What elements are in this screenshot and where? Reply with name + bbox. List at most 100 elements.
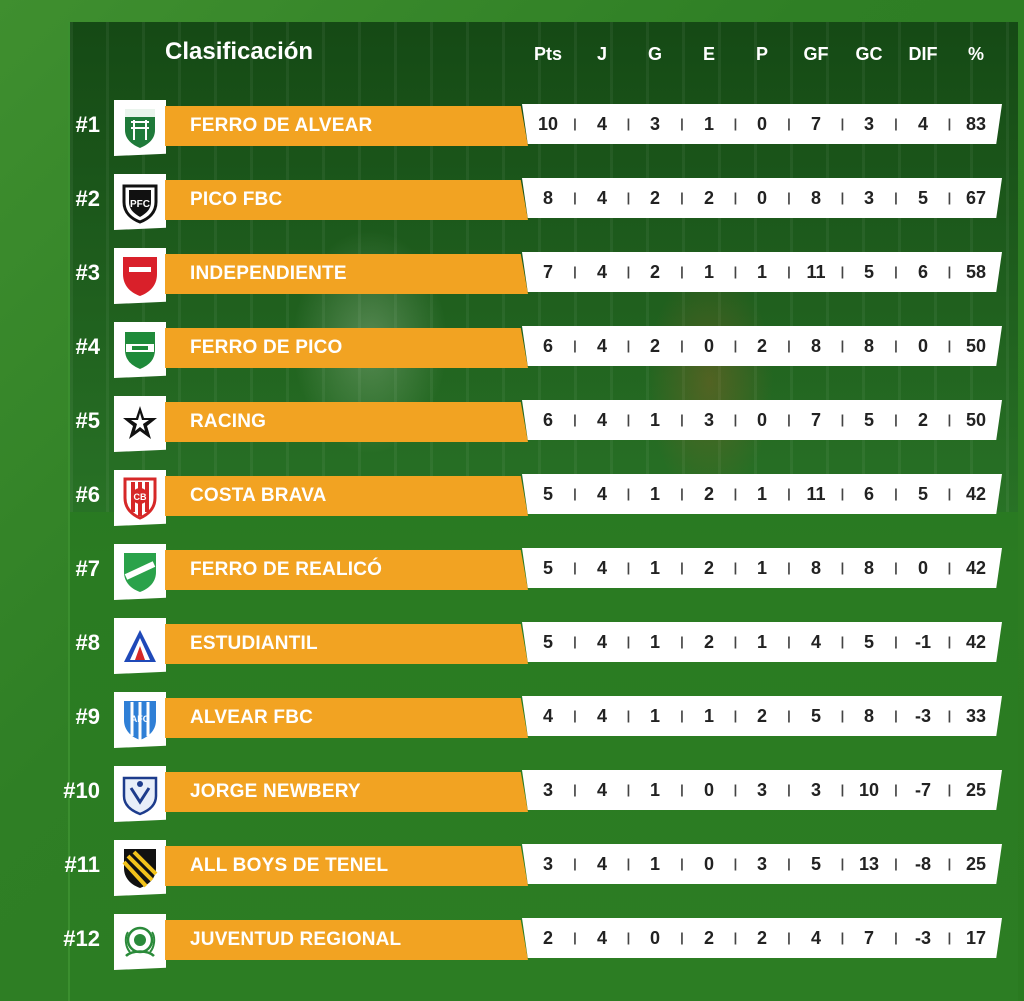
team-name-bar xyxy=(165,550,528,590)
stat-separator: | xyxy=(733,856,738,871)
stat-g: 1 xyxy=(649,854,660,874)
team-rank: #9 xyxy=(75,704,100,729)
stat-g: 1 xyxy=(649,632,660,652)
team-name: ALVEAR FBC xyxy=(190,707,314,728)
stat-separator: | xyxy=(894,634,898,649)
stat-dif: 6 xyxy=(917,262,928,282)
stat-separator: | xyxy=(733,930,738,945)
stat-separator: | xyxy=(626,338,631,353)
team-rank: #5 xyxy=(75,408,100,433)
team-rank: #2 xyxy=(75,186,100,211)
team-stats-bar xyxy=(522,622,1002,662)
column-header-p: P xyxy=(755,44,768,64)
stat-dif: 0 xyxy=(917,336,928,356)
stat-gc: 13 xyxy=(858,854,880,874)
stat-e: 2 xyxy=(703,484,714,504)
stat-dif: 0 xyxy=(917,558,928,578)
stat-j: 4 xyxy=(596,632,607,652)
stat-dif: 5 xyxy=(917,188,928,208)
table-row: #4 FERRO DE PICO 6 | 4 | 2 | 0 | 2 | 8 | 8 | 0 | 50 xyxy=(0,322,1024,396)
stat-gf: 11 xyxy=(806,484,826,504)
stat-g: 2 xyxy=(649,336,660,356)
ferro-pico-crest-icon xyxy=(114,322,166,378)
stat-separator: | xyxy=(894,412,898,427)
stat-p: 0 xyxy=(756,410,767,430)
stat-separator: | xyxy=(787,634,791,649)
stat-separator: | xyxy=(680,930,684,945)
table-row: #5 RACING 6 | 4 | 1 | 3 | 0 | 7 | 5 | 2 | 50 xyxy=(0,396,1024,470)
stat-separator: | xyxy=(840,338,845,353)
stat-separator: | xyxy=(894,264,898,279)
stat-gc: 3 xyxy=(863,188,874,208)
stat-separator: | xyxy=(680,560,684,575)
stat-separator: | xyxy=(573,708,577,723)
column-header-e: E xyxy=(702,44,715,64)
team-rank: #12 xyxy=(63,926,100,951)
column-header-gf: GF xyxy=(803,44,829,64)
stat-separator: | xyxy=(894,782,898,797)
stat-gf: 5 xyxy=(810,706,821,726)
stat-separator: | xyxy=(733,264,738,279)
table-row: #11 ALL BOYS DE TENEL 3 | 4 | 1 | 0 | 3 | 5 | 13 | -8 | 25 xyxy=(0,840,1024,914)
stat-separator: | xyxy=(787,116,791,131)
stat-pct: 42 xyxy=(965,558,987,578)
stat-e: 3 xyxy=(703,410,714,430)
stat-pts: 7 xyxy=(542,262,553,282)
stat-p: 1 xyxy=(756,484,767,504)
stat-separator: | xyxy=(894,486,898,501)
stat-separator: | xyxy=(947,338,952,353)
stat-separator: | xyxy=(840,560,845,575)
team-name: INDEPENDIENTE xyxy=(190,263,347,284)
stat-e: 0 xyxy=(703,780,714,800)
stat-separator: | xyxy=(626,782,631,797)
stat-separator: | xyxy=(787,264,791,279)
stat-separator: | xyxy=(573,634,577,649)
stat-gf: 4 xyxy=(810,928,821,948)
team-rank: #8 xyxy=(75,630,100,655)
table-row: #7 FERRO DE REALICÓ 5 | 4 | 1 | 2 | 1 | 8 | 8 | 0 | 42 xyxy=(0,544,1024,618)
team-stats-bar xyxy=(522,474,1002,514)
stat-separator: | xyxy=(840,486,845,501)
stat-pts: 3 xyxy=(542,854,553,874)
stat-dif: 2 xyxy=(917,410,928,430)
costa-brava-crest-icon: CB xyxy=(114,470,166,526)
table-row: #12 JUVENTUD REGIONAL 2 | 4 | 0 | 2 | 2 | 4 | 7 | -3 | 17 xyxy=(0,914,1024,988)
stat-e: 0 xyxy=(703,336,714,356)
stat-separator: | xyxy=(733,708,738,723)
stat-separator: | xyxy=(947,486,952,501)
independiente-crest-icon xyxy=(114,248,166,304)
stat-separator: | xyxy=(680,190,684,205)
ferro-realico-crest-icon xyxy=(114,544,166,600)
stat-p: 3 xyxy=(756,854,767,874)
stat-separator: | xyxy=(787,412,791,427)
stat-separator: | xyxy=(626,856,631,871)
stat-separator: | xyxy=(787,560,791,575)
stat-dif: -1 xyxy=(914,632,931,652)
stat-separator: | xyxy=(573,116,577,131)
stat-separator: | xyxy=(680,856,684,871)
stat-j: 4 xyxy=(596,484,607,504)
stat-g: 1 xyxy=(649,410,660,430)
stat-j: 4 xyxy=(596,410,607,430)
team-rank: #7 xyxy=(75,556,100,581)
stat-dif: -3 xyxy=(914,706,931,726)
stat-separator: | xyxy=(626,930,631,945)
stat-separator: | xyxy=(787,486,791,501)
stat-separator: | xyxy=(680,634,684,649)
column-header-pts: Pts xyxy=(533,44,562,64)
team-name-bar xyxy=(165,106,528,146)
team-stats-bar xyxy=(522,326,1002,366)
column-header-j: J xyxy=(596,44,607,64)
team-stats-bar xyxy=(522,178,1002,218)
stat-gc: 5 xyxy=(863,410,874,430)
stat-e: 1 xyxy=(703,262,714,282)
team-name-bar xyxy=(165,476,528,516)
stat-separator: | xyxy=(947,856,952,871)
stat-j: 4 xyxy=(596,928,607,948)
team-name-bar xyxy=(165,180,528,220)
stat-gc: 5 xyxy=(863,262,874,282)
stat-pts: 5 xyxy=(542,558,553,578)
team-stats-bar xyxy=(522,548,1002,588)
stat-pts: 2 xyxy=(542,928,553,948)
stat-p: 2 xyxy=(756,928,767,948)
